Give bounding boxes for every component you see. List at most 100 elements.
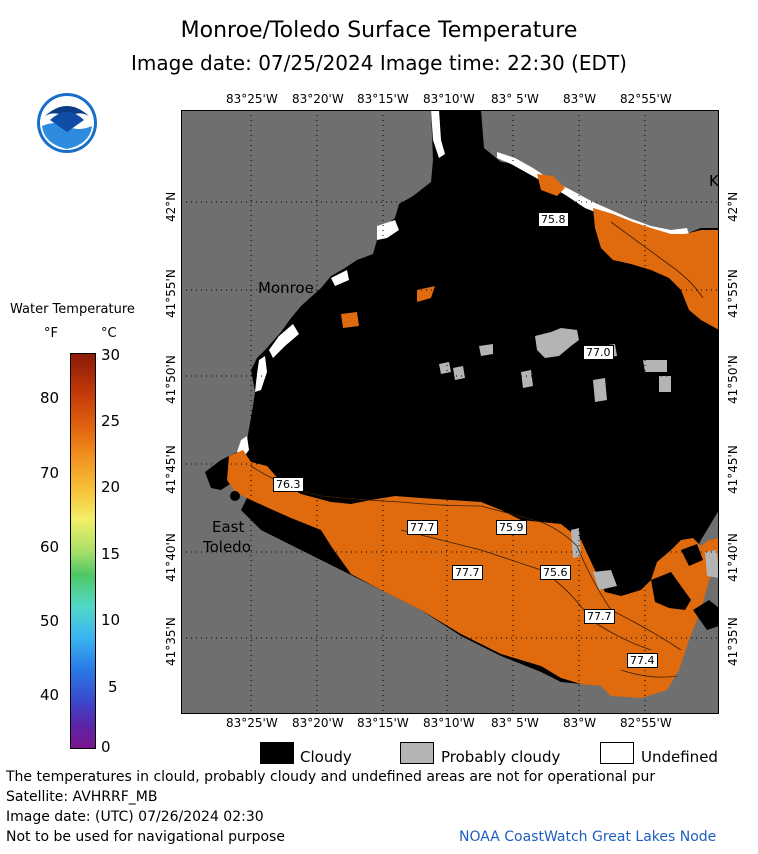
colorbar <box>70 353 96 749</box>
undefined-area <box>331 270 349 286</box>
top-tick: 83°15'W <box>357 92 409 106</box>
colorbar-c-tick: 30 <box>101 346 121 364</box>
noaa-logo-icon: NOAA <box>37 93 97 153</box>
right-lat-tick: 41°45'N <box>726 445 740 494</box>
temp-value: 75.9 <box>496 520 527 535</box>
footer-navigation-note: Not to be used for navigational purpose <box>6 829 285 845</box>
map-frame <box>181 110 719 714</box>
legend-swatch-undefined <box>600 742 634 764</box>
right-lat-tick: 41°35'N <box>726 617 740 666</box>
probably-cloudy-patch <box>439 362 451 374</box>
undefined-area <box>255 356 267 392</box>
temp-value: 77.4 <box>627 653 658 668</box>
cloudy-patch <box>693 600 719 630</box>
footer-satellite: Satellite: AVHRRF_MB <box>6 789 158 805</box>
coast-dot <box>230 491 240 501</box>
colorbar-f-tick: 40 <box>40 686 60 704</box>
left-lat-tick: 41°40'N <box>164 533 178 582</box>
temp-value: 77.7 <box>584 609 615 624</box>
undefined-area <box>269 324 299 358</box>
right-lat-tick: 41°50'N <box>726 355 740 404</box>
bottom-tick: 83°W <box>563 716 597 730</box>
probably-cloudy-patch <box>659 376 671 392</box>
bottom-tick: 82°55'W <box>620 716 672 730</box>
isotherm-contour <box>250 465 682 651</box>
warm-water-area <box>537 174 565 196</box>
bottom-tick: 83°15'W <box>357 716 409 730</box>
probably-cloudy-patch <box>705 550 719 578</box>
place-label-toledo: Toledo <box>203 538 251 556</box>
legend-label-cloudy: Cloudy <box>300 748 352 766</box>
probably-cloudy-patch <box>643 360 667 372</box>
temp-value: 75.8 <box>538 212 569 227</box>
footer-disclaimer: The temperatures in clould, probably clo… <box>6 769 656 785</box>
page-title: Monroe/Toledo Surface Temperature <box>180 18 578 43</box>
left-lat-tick: 41°35'N <box>164 617 178 666</box>
warm-water-area <box>341 312 359 328</box>
place-label-monroe: Monroe <box>258 279 314 297</box>
top-tick: 83°W <box>563 92 597 106</box>
legend-swatch-probably-cloudy <box>400 742 434 764</box>
image-date-time: Image date: 07/25/2024 Image time: 22:30… <box>131 51 627 75</box>
temp-value: 76.3 <box>273 477 304 492</box>
right-lat-tick: 41°40'N <box>726 533 740 582</box>
bottom-tick: 83° 5'W <box>491 716 539 730</box>
probably-cloudy-patch <box>593 378 607 402</box>
colorbar-c-tick: 20 <box>101 478 121 496</box>
colorbar-unit-c: °C <box>101 326 117 341</box>
noaa-logo: NOAA <box>36 92 98 158</box>
undefined-area <box>497 152 689 238</box>
bottom-tick: 83°10'W <box>423 716 475 730</box>
probably-cloudy-patch <box>593 570 617 590</box>
probably-cloudy-patch <box>521 370 533 388</box>
undefined-area <box>431 110 445 158</box>
left-lat-tick: 41°45'N <box>164 445 178 494</box>
legend-label-probably-cloudy: Probably cloudy <box>441 748 561 766</box>
svg-text:NOAA: NOAA <box>57 100 78 108</box>
bottom-tick: 83°20'W <box>292 716 344 730</box>
place-label-k: K <box>709 172 719 190</box>
probably-cloudy-patch <box>479 344 493 356</box>
warm-water-area <box>593 208 719 330</box>
colorbar-c-tick: 10 <box>101 611 121 629</box>
colorbar-f-tick: 50 <box>40 612 60 630</box>
temperature-map <box>181 110 719 714</box>
colorbar-c-tick: 5 <box>108 678 118 696</box>
colorbar-unit-f: °F <box>44 326 58 341</box>
isotherm-contour <box>620 669 678 678</box>
top-tick: 82°55'W <box>620 92 672 106</box>
left-lat-tick: 41°50'N <box>164 355 178 404</box>
right-lat-tick: 42°N <box>726 191 740 222</box>
cloudy-patch <box>681 544 703 566</box>
cloudy-patch <box>651 572 691 610</box>
left-lat-tick: 41°55'N <box>164 269 178 318</box>
colorbar-c-tick: 25 <box>101 412 121 430</box>
top-tick: 83°10'W <box>423 92 475 106</box>
top-tick: 83°25'W <box>226 92 278 106</box>
colorbar-f-tick: 70 <box>40 464 60 482</box>
colorbar-title: Water Temperature <box>10 302 135 317</box>
probably-cloudy-patch <box>535 328 579 358</box>
colorbar-f-tick: 60 <box>40 538 60 556</box>
temp-value: 75.6 <box>540 565 571 580</box>
top-tick: 83°20'W <box>292 92 344 106</box>
temp-value: 77.0 <box>583 345 614 360</box>
bottom-tick: 83°25'W <box>226 716 278 730</box>
footer-credit: NOAA CoastWatch Great Lakes Node <box>459 829 717 845</box>
colorbar-f-tick: 80 <box>40 389 60 407</box>
place-label-east: East <box>212 518 245 536</box>
legend-label-undefined: Undefined <box>641 748 718 766</box>
footer-utc-date: Image date: (UTC) 07/26/2024 02:30 <box>6 809 264 825</box>
left-lat-tick: 42°N <box>164 191 178 222</box>
temp-value: 77.7 <box>407 520 438 535</box>
graticule <box>181 110 719 714</box>
top-tick: 83° 5'W <box>491 92 539 106</box>
colorbar-c-tick: 15 <box>101 545 121 563</box>
colorbar-c-tick: 0 <box>101 738 111 756</box>
temp-value: 77.7 <box>452 565 483 580</box>
right-lat-tick: 41°55'N <box>726 269 740 318</box>
coast-dot <box>323 304 329 310</box>
probably-cloudy-patch <box>453 366 465 380</box>
isotherm-contour <box>610 221 704 299</box>
legend-swatch-cloudy <box>260 742 294 764</box>
